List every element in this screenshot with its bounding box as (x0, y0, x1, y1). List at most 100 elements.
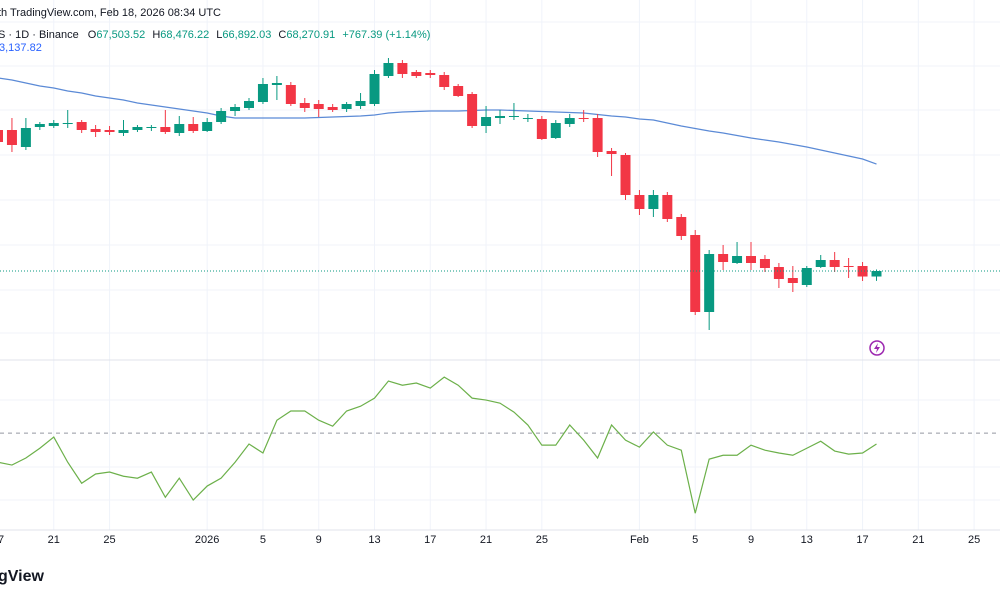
logo: gView (0, 568, 45, 585)
candle-body (76, 122, 87, 130)
x-tick-label: 21 (480, 534, 492, 546)
candle-body (522, 118, 533, 119)
x-tick-label: 21 (48, 534, 60, 546)
candle-body (34, 124, 45, 127)
candle-body (829, 260, 840, 267)
candle-body (369, 74, 380, 104)
ohlc-label: O (88, 29, 97, 41)
candle-body (759, 259, 770, 268)
x-tick-label: 13 (801, 534, 813, 546)
candle-body (397, 63, 408, 74)
ohlc-value: 68,270.91 (286, 29, 335, 41)
candle-body (857, 266, 868, 277)
x-tick-label: 25 (968, 534, 980, 546)
x-tick-label: 17 (424, 534, 436, 546)
candle-body (20, 128, 31, 147)
candle-body (453, 86, 464, 96)
indicator-line (0, 376, 877, 514)
candle-body (439, 75, 450, 87)
candle-body (230, 107, 241, 111)
x-tick-label: 17 (0, 534, 4, 546)
candle-body (620, 155, 631, 195)
grid-decor (0, 21, 1000, 501)
ohlc-value: 66,892.03 (222, 29, 271, 41)
candle-body (508, 116, 519, 117)
candle-body (425, 73, 436, 75)
candle-body (355, 101, 366, 106)
source-text: th TradingView.com, Feb 18, 2026 08:34 U… (0, 7, 221, 19)
x-tick-label: 9 (748, 534, 754, 546)
candle-body (48, 123, 59, 126)
candle-body (467, 94, 478, 126)
candle-body (704, 254, 715, 312)
symbol-line: S · 1D · Binance O67,503.52 H68,476.22 L… (0, 29, 430, 41)
candle-body (216, 111, 227, 122)
ohlc-value: 67,503.52 (96, 29, 145, 41)
candle-body (773, 267, 784, 279)
candle-body (843, 266, 854, 267)
candle-body (299, 103, 310, 108)
candle-body (871, 270, 882, 277)
candle-body (648, 195, 659, 209)
candle-body (536, 119, 547, 139)
candle-body (285, 85, 296, 104)
candle-body (160, 127, 171, 132)
x-tick-label: 25 (103, 534, 115, 546)
moving-average-line (0, 77, 877, 165)
candle-body (732, 256, 743, 263)
candle-body (90, 129, 101, 132)
candle-body (327, 107, 338, 110)
candle-body (662, 195, 673, 219)
ma-label: 3,137.82 (0, 42, 42, 54)
candle-body (146, 127, 157, 128)
candle-body (787, 278, 798, 283)
candle-body (118, 130, 129, 133)
candle-body (495, 116, 505, 118)
candle-body (411, 72, 422, 76)
candle-body (606, 151, 617, 154)
plot-area (0, 58, 1000, 514)
alert-icon (869, 340, 885, 356)
x-tick-label: 9 (316, 534, 322, 546)
candle-body (592, 118, 603, 152)
x-tick-label: 5 (692, 534, 698, 546)
candle-body (801, 268, 812, 285)
x-tick-label: 17 (856, 534, 868, 546)
candle-body (578, 118, 589, 119)
x-tick-label: 5 (260, 534, 266, 546)
candle-body (244, 101, 254, 108)
ohlc-label: H (152, 29, 160, 41)
candle-body (271, 83, 282, 85)
x-tick-label: 2026 (195, 534, 219, 546)
candle-body (257, 84, 268, 102)
candle-body (188, 124, 199, 131)
candle-body (718, 254, 729, 262)
x-tick-label: 21 (912, 534, 924, 546)
candle-body (634, 195, 645, 209)
candle-body (6, 130, 17, 145)
candle-body (481, 117, 492, 126)
candle-body (202, 122, 213, 131)
candle-body (132, 127, 143, 130)
ohlc-label: L (216, 29, 222, 41)
change-text: +767.39 (+1.14%) (342, 29, 430, 41)
symbol-text: S · 1D · Binance (0, 29, 79, 41)
candle-body (62, 123, 73, 124)
candle-body (383, 63, 394, 76)
candle-body (815, 260, 826, 267)
ohlc-label: C (278, 29, 286, 41)
ohlc-value: 68,476.22 (160, 29, 209, 41)
candle-body (341, 104, 352, 109)
candle-body (313, 104, 324, 109)
candle-body (174, 124, 185, 133)
x-tick-label: 13 (368, 534, 380, 546)
candle-body (0, 130, 3, 142)
candle-body (104, 130, 115, 132)
candle-body (564, 118, 575, 124)
x-tick-label: 25 (536, 534, 548, 546)
x-tick-label: Feb (630, 534, 649, 546)
candle-body (746, 256, 756, 263)
